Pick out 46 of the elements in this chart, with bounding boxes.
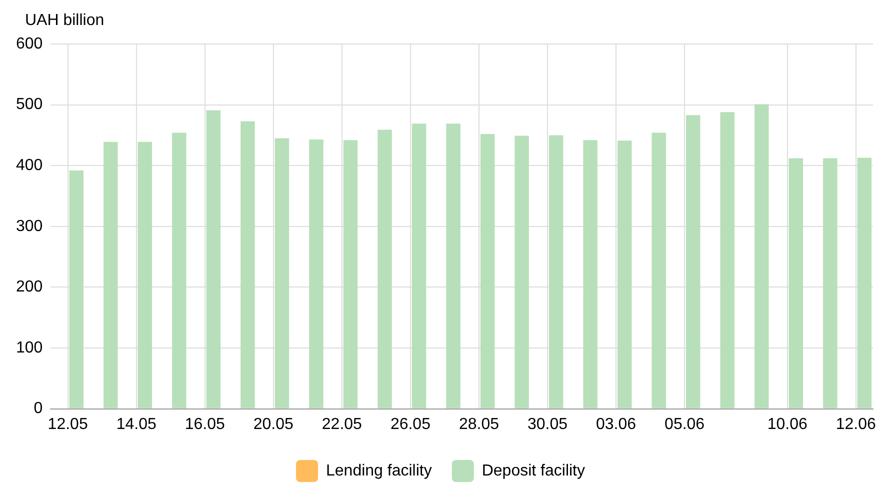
x-tick-label: 12.06 bbox=[836, 416, 876, 433]
bar bbox=[274, 138, 290, 408]
y-tick-label: 100 bbox=[16, 339, 43, 356]
x-tick-label: 05.06 bbox=[664, 416, 705, 433]
bar bbox=[823, 158, 838, 408]
bar bbox=[138, 142, 152, 408]
x-tick-label: 16.05 bbox=[184, 416, 225, 433]
bar bbox=[378, 130, 392, 408]
y-tick-label: 0 bbox=[34, 400, 43, 418]
y-tick-label: 400 bbox=[16, 157, 43, 174]
bar bbox=[206, 110, 221, 408]
x-tick-label: 20.05 bbox=[253, 416, 294, 433]
bar bbox=[446, 124, 460, 408]
bar bbox=[343, 140, 358, 408]
bar bbox=[652, 132, 666, 408]
bar bbox=[69, 170, 84, 408]
legend-label: Lending facility bbox=[326, 462, 432, 480]
y-tick-label: 600 bbox=[16, 35, 43, 52]
x-tick-label: 10.06 bbox=[767, 416, 808, 433]
bar bbox=[754, 104, 769, 408]
bar bbox=[172, 132, 186, 408]
y-tick-label: 200 bbox=[16, 278, 43, 296]
y-axis-title: UAH billion bbox=[25, 12, 104, 30]
x-tick-label: 22.05 bbox=[322, 416, 362, 433]
y-tick-label: 500 bbox=[16, 96, 43, 114]
bar bbox=[548, 135, 564, 408]
x-tick-label: 03.06 bbox=[596, 416, 636, 433]
bar bbox=[857, 158, 872, 408]
bar bbox=[583, 140, 598, 408]
bar bbox=[412, 124, 426, 408]
x-tick-label: 28.05 bbox=[458, 416, 500, 433]
bar bbox=[514, 136, 529, 408]
x-tick-label: 30.05 bbox=[527, 416, 568, 433]
x-tick-label: 12.05 bbox=[48, 416, 88, 433]
y-tick-label: 300 bbox=[16, 218, 43, 235]
bar bbox=[788, 158, 804, 408]
x-tick-label: 26.05 bbox=[390, 416, 431, 433]
bar bbox=[720, 112, 734, 408]
bar bbox=[617, 140, 632, 408]
bar bbox=[104, 142, 118, 408]
legend-label: Deposit facility bbox=[482, 462, 586, 480]
bar bbox=[240, 121, 255, 408]
bar bbox=[309, 139, 324, 408]
bar bbox=[480, 134, 495, 408]
x-tick-label: 14.05 bbox=[116, 416, 156, 433]
bar bbox=[686, 115, 700, 408]
